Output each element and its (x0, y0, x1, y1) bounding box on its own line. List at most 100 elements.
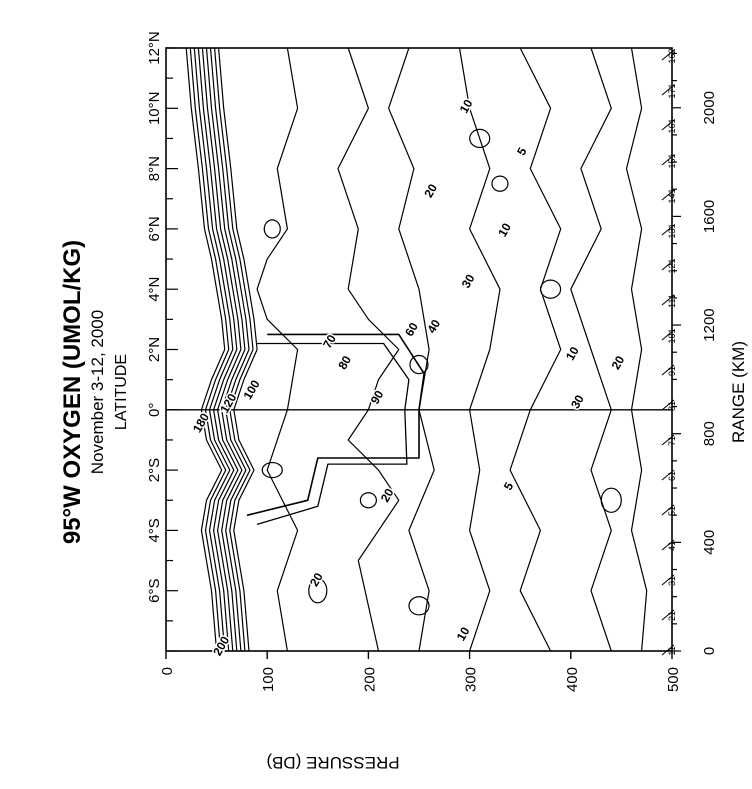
station-tick (661, 539, 675, 551)
oxycline-contour (193, 47, 234, 652)
contour-value-label: 40 (424, 317, 443, 336)
station-label: 41 (667, 541, 677, 551)
station-tick (661, 469, 675, 481)
chart-subtitle: November 3-12, 2000 (88, 310, 107, 474)
oxycline-contour (201, 47, 242, 652)
range-axis-label: RANGE (KM) (729, 341, 748, 443)
contour-lines (185, 47, 648, 652)
contour-value-label: 120 (217, 391, 239, 416)
station-label: 101 (667, 328, 677, 343)
pressure-tick-label: 0 (159, 667, 176, 675)
station-label: 11 (667, 646, 677, 655)
station-tick (661, 644, 675, 656)
station-label: 171 (667, 83, 677, 98)
latitude-tick-label: 2°S (146, 458, 163, 482)
contour-value-label: 5 (514, 145, 530, 158)
contour-value-label: 10 (457, 97, 476, 116)
latitude-tick-label: 12°N (146, 31, 163, 65)
station-label: 111 (667, 294, 677, 308)
latitude-tick-label: 2°N (146, 337, 163, 362)
pressure-tick-label: 100 (260, 667, 277, 692)
latitude-tick-label: 4°N (146, 277, 163, 302)
contour-value-label: 80 (335, 353, 354, 372)
latitude-axis-label: LATITUDE (113, 354, 130, 430)
station-tick (661, 504, 675, 516)
station-label: 31 (667, 576, 677, 586)
closed-contour (308, 578, 328, 604)
contour-line (458, 47, 501, 652)
latitude-tick-label: 10°N (146, 92, 163, 126)
contour-value-label: 20 (378, 486, 397, 505)
oxycline-contour (214, 47, 254, 652)
oxycline-contour (209, 47, 250, 652)
contour-value-label: 5 (501, 480, 517, 493)
closed-contour (263, 219, 281, 239)
station-tick (661, 84, 675, 96)
station-label: 121 (667, 258, 677, 273)
contour-line (256, 342, 410, 526)
contour-line (256, 47, 299, 652)
range-tick-label: 1600 (701, 200, 718, 233)
station-tick (661, 189, 675, 201)
station-tick (661, 609, 675, 621)
closed-contour (539, 279, 562, 299)
pressure-tick-label: 300 (463, 667, 480, 692)
station-tick (661, 329, 675, 341)
contour-line (570, 47, 612, 652)
pressure-tick-label: 400 (564, 667, 581, 692)
contour-value-label: 60 (402, 320, 421, 339)
station-tick (661, 399, 675, 411)
station-tick (661, 294, 675, 306)
titles: 95°W OXYGEN (UMOL/KG) November 3-12, 200… (59, 240, 748, 772)
contour-line (337, 47, 400, 652)
closed-contour (409, 354, 429, 375)
station-label: 151 (667, 153, 677, 168)
station-tick (661, 119, 675, 131)
chart-title: 95°W OXYGEN (UMOL/KG) (59, 240, 86, 544)
station-label: 161 (667, 118, 677, 133)
latitude-tick-label: 6°S (146, 579, 163, 603)
closed-contour (359, 492, 377, 509)
contour-value-label: 10 (454, 624, 473, 643)
pressure-tick-label: 200 (361, 667, 378, 692)
station-label: 61 (667, 471, 677, 481)
contour-value-label: 20 (421, 181, 440, 200)
closed-contour (408, 596, 430, 616)
axes: 0 100 200 300 400 5006°S4°S2°S0°2°N4°N6°N8°N1… (146, 31, 718, 692)
station-label: 21 (667, 611, 677, 621)
oxycline-contour (205, 47, 246, 652)
station-label: 131 (667, 223, 677, 238)
station-label: 71 (667, 436, 677, 446)
oxycline-contour (185, 47, 226, 652)
pressure-tick-label: 500 (665, 667, 682, 692)
contour-line (625, 47, 648, 652)
oxycline-contour (197, 47, 238, 652)
contour-value-label: 20 (609, 353, 628, 372)
station-label: 141 (667, 188, 677, 203)
contour-value-label: 10 (495, 220, 514, 239)
oxycline-contour (189, 47, 230, 652)
pressure-axis-label: PRESSURE (DB) (266, 753, 399, 772)
latitude-tick-label: 8°N (146, 156, 163, 181)
contour-line (388, 47, 435, 652)
latitude-tick-label: 6°N (146, 216, 163, 241)
closed-contour (469, 128, 491, 149)
range-tick-label: 1200 (701, 308, 718, 341)
station-tick (661, 574, 675, 586)
contour-value-label: 30 (568, 392, 587, 411)
closed-contour (491, 175, 509, 192)
range-tick-label: 800 (701, 421, 718, 446)
contour-value-label: 30 (459, 272, 478, 291)
range-tick-label: 400 (701, 530, 718, 555)
station-label: 91 (667, 366, 677, 376)
range-tick-label: 2000 (701, 91, 718, 124)
station-label: 51 (667, 506, 677, 516)
station-label: 81 (667, 401, 677, 411)
oxycline-contour (218, 47, 258, 652)
station-tick (661, 224, 675, 236)
station-tick (661, 154, 675, 166)
station-label: 162 (667, 48, 677, 63)
